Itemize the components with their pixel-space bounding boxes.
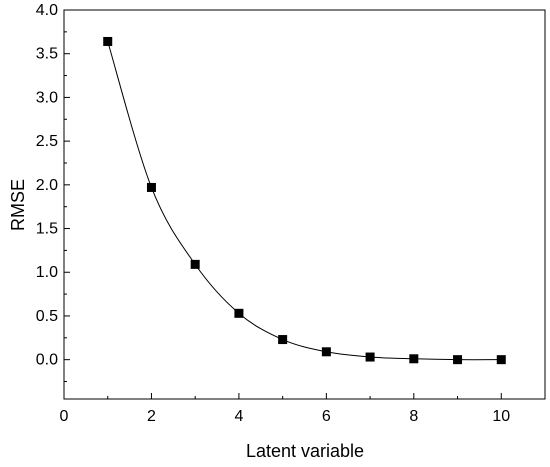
data-point-marker bbox=[365, 352, 375, 362]
y-axis-title: RMSE bbox=[8, 179, 28, 231]
x-axis: 0 2 4 6 8 10 bbox=[60, 393, 546, 425]
x-tick-label: 4 bbox=[234, 408, 243, 425]
data-point-marker bbox=[146, 182, 156, 192]
series-layer bbox=[103, 36, 506, 365]
y-tick-label: 3.5 bbox=[36, 46, 58, 63]
data-point-marker bbox=[409, 354, 419, 364]
data-point-marker bbox=[321, 347, 331, 357]
data-point-marker bbox=[234, 308, 244, 318]
y-tick-label: 1.5 bbox=[36, 221, 58, 238]
y-tick-label: 2.5 bbox=[36, 133, 58, 150]
data-point-marker bbox=[278, 335, 288, 345]
y-tick-label: 4.0 bbox=[36, 2, 58, 19]
x-tick-label: 0 bbox=[60, 408, 69, 425]
data-point-marker bbox=[496, 355, 506, 365]
x-axis-title: Latent variable bbox=[246, 441, 364, 461]
x-tick-label: 6 bbox=[322, 408, 331, 425]
x-tick-label: 2 bbox=[147, 408, 156, 425]
y-axis: 0.0 0.5 1.0 1.5 2.0 2.5 3.0 3.5 4.0 bbox=[36, 2, 70, 383]
plot-area bbox=[63, 9, 546, 400]
x-tick-label: 10 bbox=[492, 408, 510, 425]
y-tick-label: 1.0 bbox=[36, 264, 58, 281]
y-tick-label: 0.0 bbox=[36, 352, 58, 369]
x-tick-label: 8 bbox=[409, 408, 418, 425]
plot-frame bbox=[63, 9, 546, 400]
y-tick-label: 0.5 bbox=[36, 308, 58, 325]
y-tick-label: 3.0 bbox=[36, 89, 58, 106]
data-point-marker bbox=[190, 259, 200, 269]
y-tick-label: 2.0 bbox=[36, 177, 58, 194]
data-point-marker bbox=[103, 36, 113, 46]
data-point-marker bbox=[453, 355, 463, 365]
